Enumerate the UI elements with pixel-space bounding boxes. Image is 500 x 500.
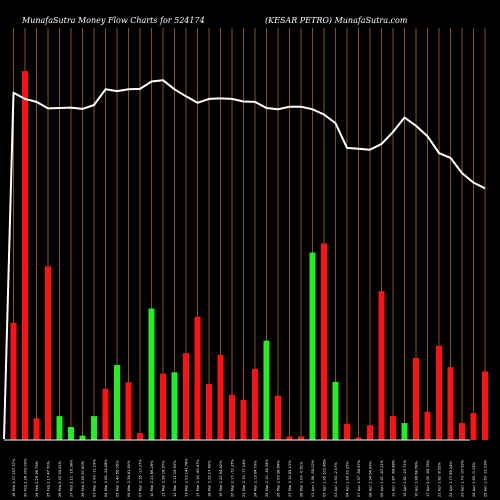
money-flow-bar: [413, 357, 419, 440]
x-tick-label: 07 Mar 2.16 -13.37%: [139, 459, 143, 497]
money-flow-bar: [22, 71, 28, 440]
money-flow-bar: [206, 384, 212, 440]
x-tick-label: 08 Apr 1.94 64.93%: [369, 460, 373, 497]
money-flow-bar: [390, 416, 396, 440]
money-flow-bar: [378, 291, 385, 440]
money-flow-bar: [436, 345, 442, 440]
x-tick-label: 22 Apr 1.77 89.24%: [449, 460, 453, 497]
money-flow-bar: [447, 367, 454, 440]
x-tick-label: 25 Mar 2.10 -34.34%: [265, 459, 269, 497]
price-line-path: [3, 79, 486, 440]
money-flow-bar: [45, 266, 51, 440]
money-flow-bar: [321, 243, 327, 440]
x-tick-label: 21 Apr 1.82 -8.52%: [438, 461, 442, 497]
money-flow-bar: [355, 437, 362, 440]
money-flow-bar: [298, 436, 304, 440]
x-tick-label: 05 Mar 2.42 56.05%: [116, 460, 120, 497]
money-flow-bar: [459, 423, 465, 440]
money-flow-bar: [424, 411, 431, 440]
x-tick-label: 11 Apr 1.87 -64.88%: [392, 459, 396, 497]
x-tick-label: 24 Feb 2.29 96.75%: [35, 460, 39, 497]
x-tick-label: 04 Mar 2.06 -24.28%: [104, 459, 108, 497]
x-tick-label: 24 Apr 1.69 -3.15%: [472, 461, 476, 497]
x-tick-label: 12 Mar 2.11 26.93%: [173, 460, 177, 497]
money-flow-bar: [286, 436, 293, 440]
money-flow-bar: [309, 252, 316, 440]
x-tick-label: 23 Apr 1.73 -37.92%: [461, 459, 465, 497]
money-flow-bar: [367, 425, 373, 440]
x-tick-label: 18 Feb 2.07 297.37%: [12, 458, 16, 497]
money-flow-bar: [91, 416, 97, 440]
money-flow-bar: [482, 371, 488, 440]
money-flow-bar: [33, 418, 40, 440]
x-tick-label: 27 Mar 2.10 69.13%: [288, 460, 292, 497]
money-flow-bar: [194, 316, 201, 440]
price-line: [3, 79, 486, 440]
money-flow-bar: [10, 322, 17, 440]
x-tick-label: 25 Apr 1.63 -21.09%: [484, 459, 488, 497]
x-tick-label: 04 Apr 1.90 10.25%: [346, 460, 350, 497]
money-flow-bar: [79, 435, 86, 440]
x-tick-label: 26 Feb 2.00 94.91%: [58, 460, 62, 497]
x-tick-label: 09 Apr 1.91 -47.21%: [380, 459, 384, 497]
money-flow-bar: [171, 372, 178, 440]
x-tick-label: 28 Mar 2.09 -0.61%: [300, 461, 304, 497]
chart-title-left: MunafaSutra Money Flow Charts for 524174: [21, 16, 205, 25]
money-flow-bars: [10, 71, 488, 440]
money-flow-bar: [401, 423, 408, 440]
x-tick-label: 13 Mar 2.03 141.78%: [185, 458, 189, 497]
money-flow-bar: [56, 416, 63, 440]
money-flow-bar: [183, 353, 189, 440]
money-flow-bar: [114, 364, 120, 440]
x-tick-label: 28 Feb 2.09 67.60%: [81, 460, 85, 497]
money-flow-bar: [332, 381, 339, 440]
x-tick-label: 07 Apr 1.97 -56.67%: [357, 459, 361, 497]
x-tick-label: 26 Mar 2.09 38.64%: [277, 460, 281, 497]
money-flow-bar: [137, 433, 143, 440]
x-tick-label: 27 Feb 2.11 -16.38%: [70, 459, 74, 497]
money-flow-bar: [102, 388, 109, 440]
x-tick-label: 16 Apr 1.86 68.78%: [415, 460, 419, 497]
money-flow-bar: [229, 394, 235, 440]
money-flow-bar: [275, 395, 281, 440]
money-flow-bar: [217, 354, 224, 440]
money-flow-bar: [470, 413, 477, 440]
money-flow-bar: [68, 426, 74, 440]
money-flow-bar: [160, 373, 166, 440]
x-tick-label: 06 Mar 2.34 41.90%: [127, 460, 131, 497]
money-flow-bar: [344, 423, 350, 440]
money-flow-bar: [125, 382, 132, 440]
x-tick-label: 18 Mar 2.32 17.40%: [208, 460, 212, 497]
x-tick-label: 17 Mar 2.19 -69.47%: [196, 459, 200, 497]
x-tick-label: 01 Apr 1.98 -55.02%: [311, 459, 315, 497]
x-tick-label: 10 Mar 2.21 66.26%: [150, 460, 154, 497]
chart-title-right: (KESAR PETRO) MunafaSutra.com: [265, 16, 408, 25]
x-tick-label: 17 Apr 2.00 -44.76%: [426, 459, 430, 497]
x-tick-label: 11 Mar 2.28 18.97%: [162, 460, 166, 497]
x-tick-label: 25 Feb 2.17 47.70%: [47, 460, 51, 497]
money-flow-bar: [263, 340, 270, 440]
money-flow-bar: [240, 400, 247, 440]
x-tick-label: 03 Apr 1.93 -2.07%: [334, 461, 338, 497]
x-tick-label: 20 Feb 2.28 303.09%: [24, 458, 28, 497]
x-tick-label: 20 Mar 2.17 -72.37%: [231, 459, 235, 497]
x-tick-label: 21 Mar 2.19 -77.14%: [242, 459, 246, 497]
x-tick-labels: 18 Feb 2.07 297.37% 20 Feb 2.28 303.09% 24…: [12, 458, 488, 497]
x-tick-label: 19 Mar 2.22 94.82%: [219, 460, 223, 497]
x-tick-label: 02 Apr 1.95 102.86%: [323, 458, 327, 497]
x-tick-label: 15 Apr 1.81 -20.71%: [403, 459, 407, 497]
money-flow-bar: [148, 308, 155, 440]
x-tick-label: 24 Mar 2.13 54.79%: [254, 460, 258, 497]
x-tick-label: 03 Mar 2.09 -11.19%: [93, 459, 97, 497]
money-flow-bar: [252, 368, 258, 440]
